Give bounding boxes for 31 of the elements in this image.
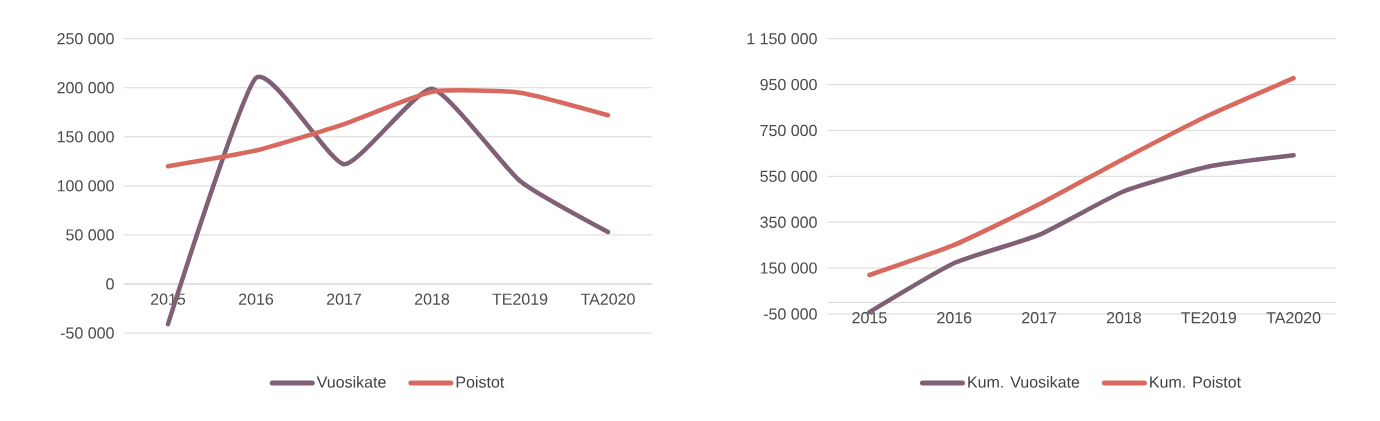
y-tick-label: 50 000 — [66, 229, 114, 241]
x-tick-label: TE2019 — [1181, 312, 1237, 324]
legend-label: Vuosikate — [316, 376, 386, 388]
y-tick-label: 150 000 — [57, 131, 114, 143]
x-tick-label: 2018 — [1106, 312, 1142, 324]
y-tick-label: 750 000 — [760, 124, 817, 137]
x-tick-label: 2017 — [327, 293, 361, 305]
x-tick-label: TE2019 — [492, 293, 548, 305]
x-tick-label: TA2020 — [1266, 312, 1321, 324]
x-tick-label: 2015 — [852, 312, 887, 324]
y-tick-label: 100 000 — [57, 180, 114, 192]
legend-label: Poistot — [456, 376, 505, 388]
x-tick-label: 2017 — [1022, 312, 1057, 324]
y-tick-label: 0 — [106, 278, 114, 290]
x-tick-label: 2016 — [239, 293, 274, 305]
y-tick-label: -50 000 — [60, 327, 114, 339]
x-tick-label: 2018 — [415, 293, 450, 305]
y-tick-label: 150 000 — [760, 262, 817, 274]
line-series — [867, 75, 1296, 278]
y-tick-label: 950 000 — [760, 78, 817, 91]
y-tick-label: 1 150 000 — [747, 33, 817, 45]
y-tick-label: -50 000 — [763, 308, 817, 320]
line-series — [165, 88, 611, 169]
y-tick-label: 250 000 — [57, 33, 114, 45]
y-tick-label: 550 000 — [760, 170, 817, 183]
x-tick-label: 2016 — [937, 312, 972, 324]
y-tick-label: 350 000 — [760, 216, 817, 228]
legend-label: Kum. Poistot — [1150, 376, 1241, 388]
x-tick-label: TA2020 — [580, 293, 635, 305]
y-tick-label: 200 000 — [57, 82, 114, 94]
legend-label: Kum. Vuosikate — [968, 376, 1080, 388]
